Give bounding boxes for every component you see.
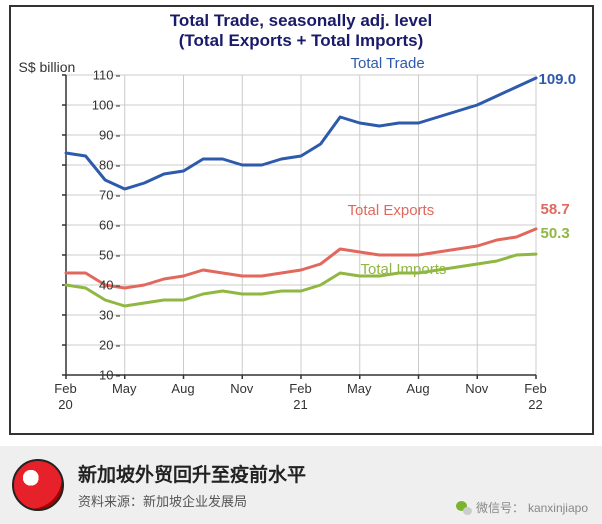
xtick-month: Nov xyxy=(230,381,253,396)
wechat-label: 微信号： xyxy=(476,499,524,516)
xtick-month: Feb xyxy=(524,381,546,396)
series-end-value: 109.0 xyxy=(539,71,577,88)
footer: 新加坡外贸回升至疫前水平 资料来源：新加坡企业发展局 微信号： kanxinjia… xyxy=(0,446,602,524)
ytick: 100 xyxy=(92,98,114,113)
ytick: 50 xyxy=(99,248,113,263)
ytick: 90 xyxy=(99,128,113,143)
headline: 新加坡外贸回升至疫前水平 xyxy=(78,460,590,487)
chart-svg xyxy=(66,75,536,375)
plot-area xyxy=(66,75,536,375)
wechat-icon xyxy=(456,501,472,515)
ytick: 20 xyxy=(99,338,113,353)
ytick: 70 xyxy=(99,188,113,203)
chart-title: Total Trade, seasonally adj. level (Tota… xyxy=(11,7,592,53)
xtick-month: Feb xyxy=(289,381,311,396)
xtick-month: Aug xyxy=(406,381,429,396)
xtick-month: Feb xyxy=(54,381,76,396)
title-line-1: Total Trade, seasonally adj. level xyxy=(11,11,592,31)
series-end-value: 58.7 xyxy=(541,201,570,218)
xtick-year: 21 xyxy=(293,397,307,412)
ytick: 40 xyxy=(99,278,113,293)
xtick-month: Nov xyxy=(465,381,488,396)
yaxis-label: S$ billion xyxy=(19,59,76,75)
series-label: Total Trade xyxy=(351,55,425,72)
ytick: 80 xyxy=(99,158,113,173)
series-label: Total Exports xyxy=(348,202,435,219)
source-label: 资料来源： xyxy=(78,494,143,509)
series-end-value: 50.3 xyxy=(541,225,570,242)
xtick-year: 22 xyxy=(528,397,542,412)
source-logo-icon xyxy=(12,459,64,511)
wechat-id: kanxinjiapo xyxy=(528,501,588,515)
xtick-month: May xyxy=(112,381,137,396)
ytick: 110 xyxy=(93,68,114,83)
source-value: 新加坡企业发展局 xyxy=(143,494,247,509)
ytick: 30 xyxy=(99,308,113,323)
xtick-month: Aug xyxy=(171,381,194,396)
xtick-year: 20 xyxy=(58,397,72,412)
wechat-attribution: 微信号： kanxinjiapo xyxy=(456,499,588,516)
ytick: 60 xyxy=(99,218,113,233)
chart-container: Total Trade, seasonally adj. level (Tota… xyxy=(9,5,594,435)
xtick-month: May xyxy=(347,381,372,396)
title-line-2: (Total Exports + Total Imports) xyxy=(11,31,592,51)
series-label: Total Imports xyxy=(361,261,447,278)
